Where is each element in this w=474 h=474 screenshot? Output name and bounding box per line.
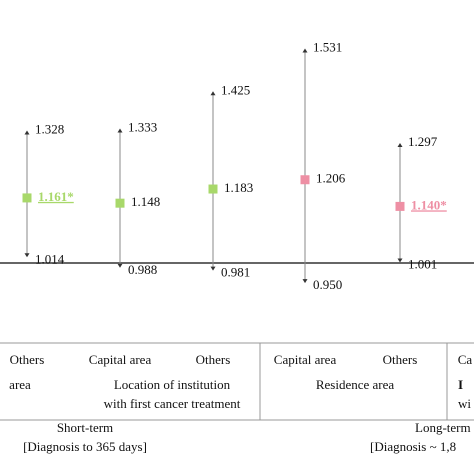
lower-label: 1.001: [408, 257, 437, 272]
group-label: Location of institution: [114, 377, 231, 392]
lower-label: 1.014: [35, 251, 65, 266]
category-label: Others: [10, 352, 45, 367]
lower-arrow: [302, 279, 308, 284]
point: [395, 201, 405, 211]
upper-label: 1.425: [221, 82, 250, 97]
category-label: Others: [383, 352, 418, 367]
upper-label: 1.328: [35, 121, 64, 136]
lower-arrow: [397, 258, 403, 263]
value-label: 1.206: [316, 171, 346, 186]
category-label: Ca: [458, 352, 473, 367]
value-label: 1.148: [131, 194, 160, 209]
group-label: with first cancer treatment: [104, 396, 241, 411]
point: [22, 193, 32, 203]
point: [115, 198, 125, 208]
value-label: 1.140*: [411, 197, 447, 212]
period-label: [Diagnosis ~ 1,8: [370, 439, 456, 454]
lower-arrow: [210, 266, 216, 271]
upper-arrow: [397, 142, 403, 147]
group-label: wi: [458, 396, 471, 411]
upper-arrow: [117, 128, 123, 133]
period-label: Long-term: [415, 420, 471, 435]
upper-arrow: [210, 91, 216, 96]
upper-arrow: [302, 48, 308, 53]
category-label: Capital area: [89, 352, 152, 367]
group-label: Residence area: [316, 377, 395, 392]
group-label: I: [458, 377, 463, 392]
value-label: 1.161*: [38, 189, 74, 204]
period-label: Short-term: [57, 420, 113, 435]
point: [208, 184, 218, 194]
period-label: [Diagnosis to 365 days]: [23, 439, 147, 454]
group-label: area: [9, 377, 31, 392]
lower-label: 0.981: [221, 265, 250, 280]
category-label: Capital area: [274, 352, 337, 367]
lower-arrow: [24, 253, 30, 258]
upper-label: 1.297: [408, 134, 438, 149]
upper-arrow: [24, 130, 30, 135]
lower-label: 0.950: [313, 277, 342, 292]
lower-label: 0.988: [128, 262, 157, 277]
upper-label: 1.333: [128, 119, 157, 134]
category-label: Others: [196, 352, 231, 367]
value-label: 1.183: [224, 180, 253, 195]
upper-label: 1.531: [313, 39, 342, 54]
point: [300, 175, 310, 185]
lower-arrow: [117, 263, 123, 268]
